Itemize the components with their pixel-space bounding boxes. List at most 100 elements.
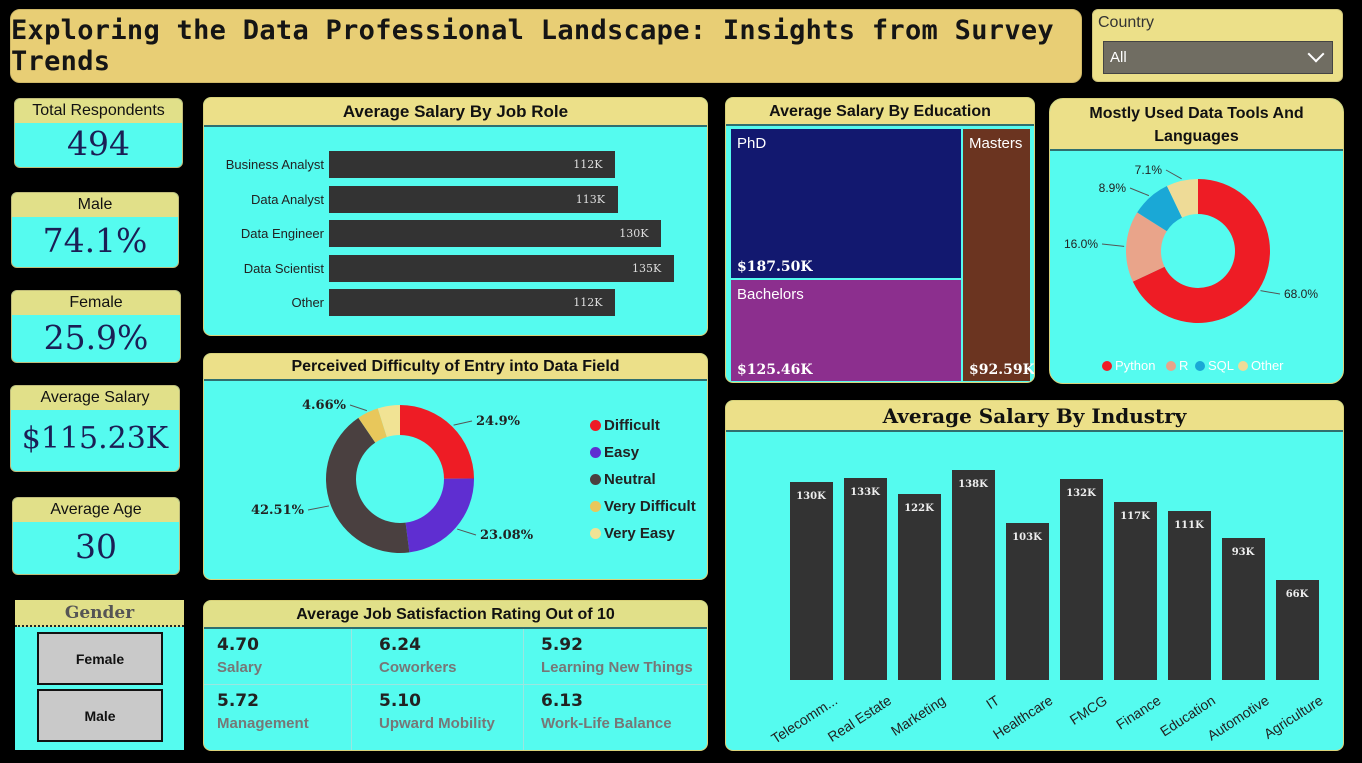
job-role-label: Data Engineer — [240, 226, 324, 241]
industry-bar — [1276, 579, 1319, 680]
legend-label: Difficult — [604, 417, 660, 434]
job-role-value-label: 130K — [619, 227, 649, 240]
legend-swatch — [590, 447, 601, 458]
chart-title: Mostly Used Data Tools And Languages — [1050, 99, 1343, 151]
gender-female-button[interactable]: Female — [37, 632, 163, 685]
industry-category-label: Marketing — [887, 692, 948, 739]
legend-item: R — [1166, 358, 1188, 373]
job-role-bar — [329, 151, 616, 178]
rating-value: 5.92 — [541, 635, 583, 655]
legend-swatch — [1195, 360, 1205, 371]
gender-male-button[interactable]: Male — [37, 689, 163, 742]
legend-label: Other — [1251, 358, 1284, 373]
industry-bar — [790, 482, 833, 680]
difficulty-chart-card: Perceived Difficulty of Entry into Data … — [203, 353, 708, 580]
legend-label: SQL — [1208, 358, 1235, 373]
kpi-value: 74.1% — [42, 221, 148, 260]
chart-title: Average Salary By Job Role — [204, 98, 707, 127]
education-chart-card: Average Salary By Education PhD $187.50K B… — [725, 97, 1035, 383]
legend-item: Neutral — [590, 471, 656, 488]
kpi-label: Female — [12, 291, 180, 315]
job-role-label: Other — [291, 295, 324, 310]
legend-item: Difficult — [590, 417, 660, 434]
industry-category-label: FMCG — [1066, 692, 1110, 728]
industry-value-label: 122K — [904, 503, 934, 515]
tools-leader-line — [1165, 169, 1182, 180]
satisfaction-item: 5.72 Management — [217, 691, 309, 732]
industry-bar — [844, 477, 887, 680]
industry-category-label: IT — [982, 692, 1002, 713]
industry-value-label: 103K — [1012, 532, 1042, 544]
difficulty-slice — [377, 405, 400, 438]
kpi-average-salary: Average Salary $115.23K — [10, 385, 180, 472]
legend-swatch — [1238, 360, 1248, 371]
legend-label: R — [1179, 358, 1189, 373]
job-role-plot: Business Analyst 112K Data Analyst 113K Data… — [204, 98, 707, 335]
kpi-total-respondents: Total Respondents 494 — [14, 98, 183, 168]
industry-bar — [1114, 501, 1157, 680]
job-role-label: Data Scientist — [243, 260, 324, 276]
industry-value-label: 117K — [1120, 510, 1150, 522]
industry-value-label: 111K — [1174, 520, 1204, 532]
satisfaction-item: 6.24 Coworkers — [379, 635, 457, 676]
satisfaction-item: 4.70 Salary — [217, 635, 262, 676]
kpi-label: Male — [12, 193, 178, 217]
satisfaction-title: Average Job Satisfaction Rating Out of 1… — [204, 601, 707, 629]
job-role-value-label: 113K — [575, 192, 605, 206]
legend-swatch — [1166, 360, 1176, 371]
country-dropdown[interactable]: All — [1103, 41, 1333, 74]
chart-title: Perceived Difficulty of Entry into Data … — [204, 354, 707, 381]
divider — [204, 684, 707, 685]
difficulty-leader-line — [307, 505, 330, 511]
kpi-value: 30 — [75, 527, 117, 566]
rating-label: Management — [217, 715, 309, 732]
rating-label: Learning New Things — [541, 659, 693, 676]
industry-bar — [1222, 538, 1265, 680]
kpi-value: $115.23K — [21, 421, 169, 456]
legend-item: Other — [1238, 358, 1284, 373]
difficulty-value-label: 42.51% — [251, 503, 305, 518]
tools-value-label: 68.0% — [1284, 287, 1318, 301]
difficulty-value-label: 24.9% — [476, 414, 521, 429]
tools-slice — [1132, 179, 1270, 323]
difficulty-leader-line — [457, 528, 477, 536]
industry-value-label: 66K — [1285, 588, 1309, 600]
treemap-tile-value: $125.46K — [737, 362, 813, 378]
tools-slice — [1137, 186, 1183, 232]
industry-bar — [898, 494, 941, 680]
treemap-tile: Masters $92.59K — [963, 129, 1034, 381]
chart-title: Average Salary By Education — [726, 98, 1034, 126]
tools-slice — [1126, 212, 1167, 282]
kpi-label: Average Age — [13, 498, 179, 522]
kpi-average-age: Average Age 30 — [12, 497, 180, 575]
legend-label: Very Easy — [604, 525, 675, 542]
difficulty-slice — [358, 408, 387, 443]
divider — [523, 629, 524, 750]
legend-item: Easy — [590, 444, 639, 461]
kpi-value: 494 — [67, 124, 130, 163]
job-role-bar — [329, 254, 674, 282]
industry-chart-card: Average Salary By Industry 130K Telecomm.… — [725, 400, 1344, 751]
treemap-tile-label: PhD — [737, 135, 767, 152]
industry-bar — [1168, 511, 1211, 680]
job-role-value-label: 112K — [573, 296, 603, 309]
tools-value-label: 8.9% — [1099, 181, 1127, 195]
rating-value: 5.10 — [379, 691, 421, 711]
gender-slicer: Gender Female Male — [15, 600, 184, 750]
legend-item: Very Difficult — [590, 498, 696, 515]
industry-value-label: 138K — [958, 479, 988, 490]
legend-item: SQL — [1195, 358, 1234, 373]
dashboard-title-box: Exploring the Data Professional Landscap… — [10, 9, 1082, 83]
satisfaction-item: 5.10 Upward Mobility — [379, 691, 495, 732]
treemap-tile-value: $187.50K — [737, 259, 813, 275]
treemap-tile: PhD $187.50K — [731, 129, 961, 278]
legend-swatch — [590, 528, 601, 539]
tools-leader-line — [1129, 187, 1150, 197]
rating-label: Work-Life Balance — [541, 715, 672, 732]
gender-slicer-label: Gender — [15, 600, 184, 627]
tools-donut: 68.0% 16.0% 8.9% 7.1% — [1064, 163, 1318, 323]
legend-swatch — [590, 420, 601, 431]
industry-value-label: 133K — [850, 486, 880, 498]
industry-value-label: 130K — [796, 491, 826, 503]
industry-bar — [1006, 523, 1049, 680]
